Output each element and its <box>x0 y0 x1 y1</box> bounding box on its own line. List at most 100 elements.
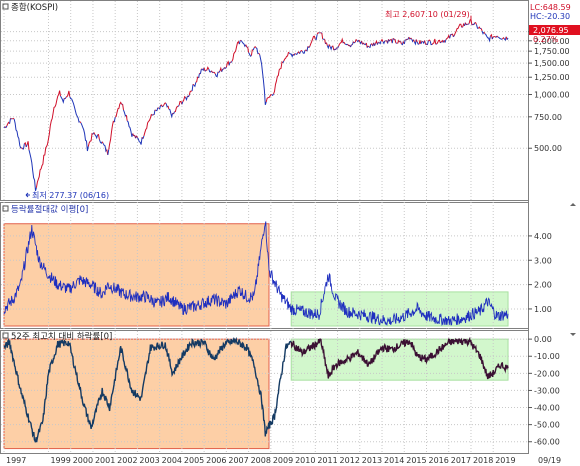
x-tick-label: 1999 <box>50 456 70 465</box>
kospi-price-segment <box>396 39 401 44</box>
kospi-price-segment <box>476 24 479 29</box>
kospi-price-segment <box>273 60 284 94</box>
kospi-price-segment <box>316 32 320 35</box>
kospi-price-segment <box>154 109 157 111</box>
kospi-price-segment <box>203 67 206 72</box>
kospi-price-segment <box>493 36 497 38</box>
kospi-price-segment <box>185 95 188 102</box>
kospi-price-segment <box>299 51 301 54</box>
kospi-price-segment <box>265 94 272 103</box>
kospi-price-segment <box>123 109 127 117</box>
kospi-price-segment <box>191 84 194 92</box>
scroll-up-arrow-icon[interactable] <box>570 203 576 206</box>
kospi-price-segment <box>168 108 174 119</box>
x-tick-label: 2016 <box>429 456 449 465</box>
end-date-label: 09/19 <box>538 456 561 465</box>
kospi-price-segment <box>445 34 451 40</box>
current-change-label: 0.27% <box>533 35 559 44</box>
kospi-panel-title[interactable]: 종합(KOSPI) <box>2 3 58 13</box>
kospi-price-segment <box>93 132 96 135</box>
kospi-price-segment <box>466 23 468 26</box>
kospi-price-segment <box>309 35 316 47</box>
kospi-price-segment <box>390 38 393 44</box>
kospi-price-segment <box>162 102 167 107</box>
kospi-price-segment <box>113 117 116 123</box>
y-tick-label: 2.00 <box>534 281 552 290</box>
kospi-price-segment <box>218 70 221 73</box>
kospi-price-segment <box>481 30 485 35</box>
kospi-price-segment <box>214 71 219 78</box>
kospi-price-segment <box>453 23 463 36</box>
scroll-down-arrow-icon[interactable] <box>570 333 576 336</box>
kospi-price-segment <box>350 44 352 48</box>
kospi-price-segment <box>230 61 233 63</box>
kospi-price-segment <box>204 70 207 72</box>
kospi-price-segment <box>474 22 477 25</box>
kospi-price-segment <box>182 95 186 102</box>
kospi-price-segment <box>211 70 213 73</box>
kospi-price-segment <box>193 82 197 88</box>
kospi-price-segment <box>217 71 220 73</box>
volatility-title-text: 등락률절대값 이평[0] <box>11 204 88 215</box>
kospi-price-segment <box>198 73 200 78</box>
kospi-price-segment <box>5 125 8 129</box>
panel-collapse-box-icon[interactable] <box>2 205 9 212</box>
kospi-price-segment <box>376 42 379 45</box>
kospi-price-segment <box>158 105 162 110</box>
kospi-price-segment <box>354 38 358 43</box>
kospi-price-segment <box>436 39 441 45</box>
x-tick-label: 2019 <box>495 456 515 465</box>
x-tick-label: 2002 <box>117 456 137 465</box>
kospi-price-segment <box>21 147 23 150</box>
kospi-price-segment <box>353 41 356 44</box>
kospi-price-segment <box>160 104 163 108</box>
kospi-price-segment <box>483 31 486 34</box>
kospi-price-segment <box>114 101 123 118</box>
kospi-price-segment <box>400 41 402 45</box>
kospi-price-segment <box>392 37 395 40</box>
kospi-price-segment <box>13 118 22 149</box>
kospi-price-segment <box>282 60 285 63</box>
kospi-price-segment <box>143 113 153 137</box>
kospi-price-segment <box>259 54 267 105</box>
y-tick-label: 4.00 <box>534 232 552 241</box>
kospi-price-segment <box>321 32 324 40</box>
kospi-price-segment <box>102 143 108 153</box>
kospi-price-segment <box>22 143 25 150</box>
lc-label: LC:648.59 <box>530 3 571 12</box>
y-tick-label: 500.00 <box>534 144 562 153</box>
kospi-price-segment <box>9 118 11 124</box>
kospi-price-segment <box>224 66 227 69</box>
kospi-price-segment <box>337 46 339 49</box>
kospi-price-segment <box>174 105 179 113</box>
kospi-price-segment <box>250 49 254 56</box>
x-tick-label: 2017 <box>451 456 471 465</box>
kospi-price-segment <box>162 105 164 108</box>
kospi-price-segment <box>142 135 145 139</box>
panel-collapse-box-icon[interactable] <box>2 332 9 339</box>
current-price-label: 2,076.95 <box>533 26 569 35</box>
kospi-price-segment <box>151 114 154 116</box>
x-tick-label: 2014 <box>384 456 404 465</box>
kospi-price-segment <box>87 132 94 147</box>
kospi-price-segment <box>248 52 252 57</box>
y-tick-label: 1,250.00 <box>534 73 570 82</box>
panel-collapse-box-icon[interactable] <box>2 3 9 10</box>
kospi-price-segment <box>199 68 202 74</box>
drawdown-line-early <box>3 336 292 443</box>
kospi-price-segment <box>378 40 382 45</box>
kospi-price-segment <box>219 66 223 72</box>
kospi-price-segment <box>308 46 311 49</box>
kospi-price-segment <box>136 137 143 145</box>
kospi-price-segment <box>97 134 100 140</box>
kospi-price-segment <box>467 23 470 25</box>
kospi-price-segment <box>240 40 247 48</box>
kospi-price-segment <box>283 51 290 62</box>
volatility-line <box>3 221 509 326</box>
drawdown-panel-title[interactable]: 52주 최고치 대비 하락률[0] <box>2 331 112 342</box>
kospi-price-segment <box>426 40 429 46</box>
all-time-high-annotation: 최고 2,607.10 (01/29) <box>385 9 470 19</box>
volatility-panel-title[interactable]: 등락률절대값 이평[0] <box>2 204 88 215</box>
kospi-price-segment <box>108 120 115 150</box>
